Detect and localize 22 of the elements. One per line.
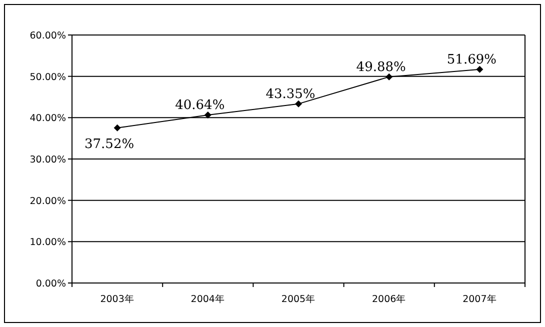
- data-label: 51.69%: [446, 52, 496, 68]
- y-tick-label: 50.00%: [30, 72, 66, 83]
- x-tick-label: 2004年: [190, 293, 225, 305]
- y-tick-label: 10.00%: [30, 237, 66, 248]
- y-tick-label: 0.00%: [36, 278, 66, 290]
- y-tick-label: 30.00%: [30, 154, 66, 166]
- x-tick-label: 2003年: [100, 293, 134, 305]
- y-tick-label: 40.00%: [30, 113, 66, 124]
- point: [295, 100, 302, 108]
- point: [204, 112, 212, 119]
- data-label: 40.64%: [175, 98, 225, 114]
- data-label: 37.52%: [84, 136, 134, 152]
- data-label: 43.35%: [266, 86, 316, 102]
- x-tick-label: 2007年: [462, 293, 497, 305]
- x-tick-label: 2005年: [281, 293, 316, 305]
- y-tick-label: 60.00%: [30, 30, 66, 42]
- data-label: 49.88%: [356, 60, 406, 75]
- point: [386, 73, 393, 80]
- point: [476, 66, 484, 73]
- x-tick-label: 2006年: [372, 293, 406, 305]
- y-tick-label: 20.00%: [30, 196, 66, 207]
- point: [114, 124, 121, 132]
